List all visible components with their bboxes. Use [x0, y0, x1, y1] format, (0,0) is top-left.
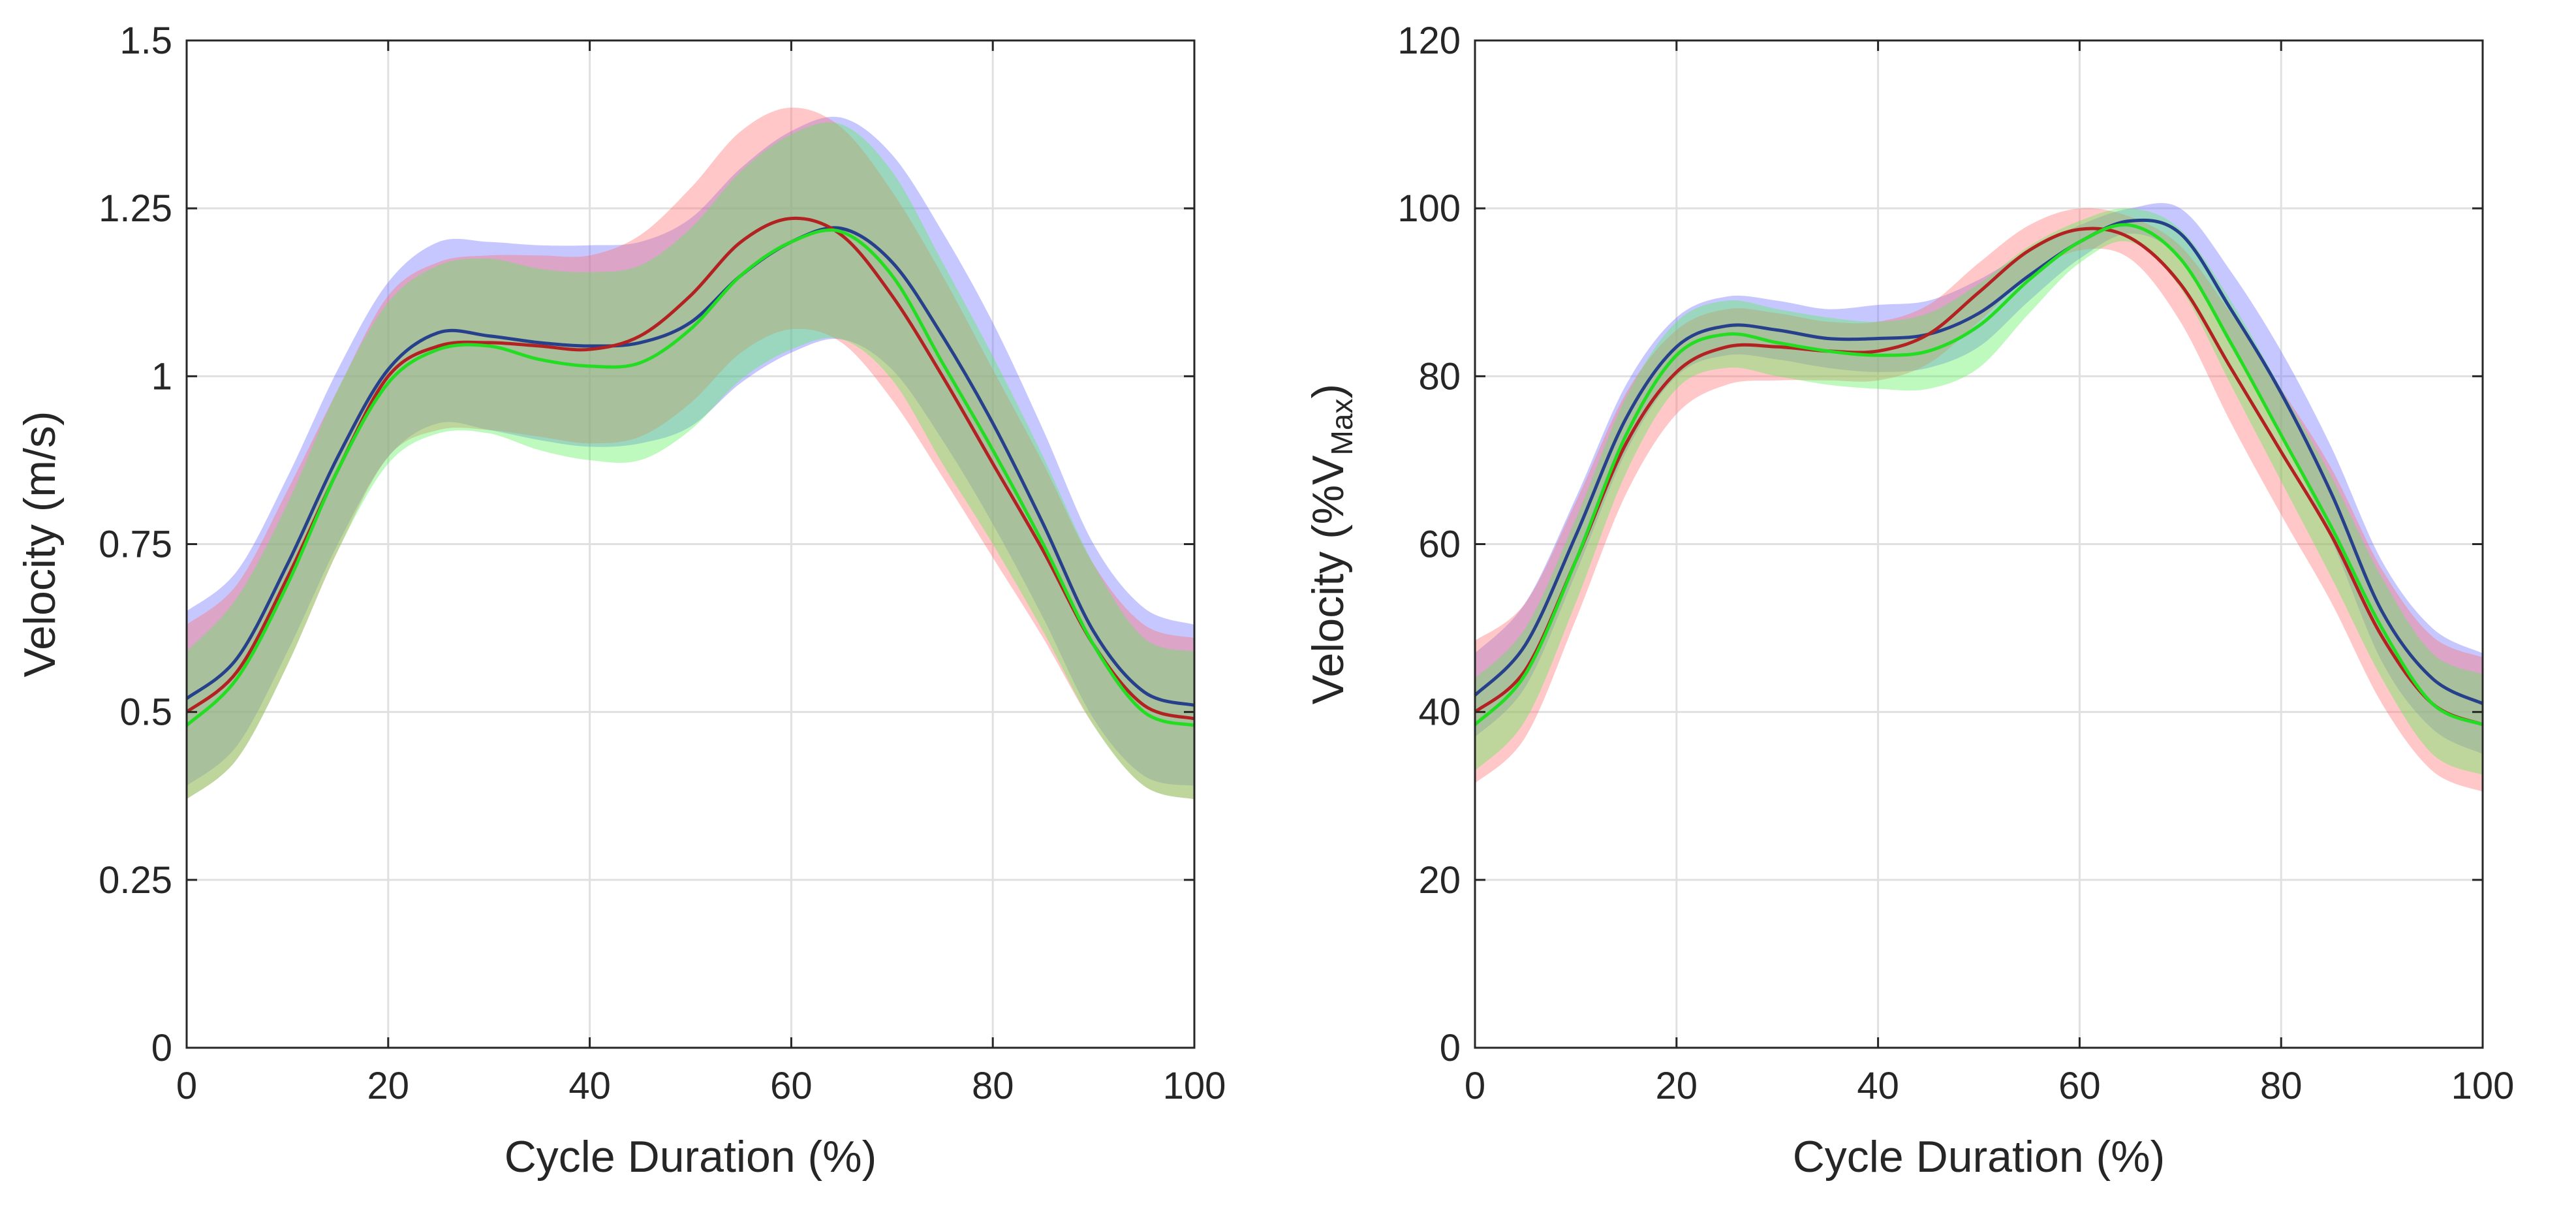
y-tick-label: 80 — [1418, 355, 1461, 398]
line-green — [185, 228, 1195, 727]
band-blue — [187, 116, 1194, 786]
band-green — [187, 122, 1194, 800]
y-axis-label-main: Velocity (%V — [1303, 455, 1353, 704]
x-tick-label: 80 — [972, 1065, 1014, 1107]
x-tick-label: 80 — [2260, 1065, 2303, 1107]
y-tick-label: 0 — [1440, 1027, 1461, 1069]
line-red — [1474, 227, 2483, 727]
line-blue — [185, 226, 1195, 707]
band-red — [1475, 208, 2483, 792]
x-tick-label: 60 — [770, 1065, 813, 1107]
band-green — [1475, 208, 2483, 776]
chart-velocity-pct-vmax: 0 20 40 60 80 100 0 20 40 60 80 100 120 Cycle Durati… — [1303, 20, 2515, 1182]
x-tick-label: 40 — [568, 1065, 611, 1107]
y-axis-label: Velocity (%VMax) — [1303, 384, 1359, 704]
y-tick-label: 0.25 — [99, 859, 172, 902]
x-tick-label: 0 — [176, 1065, 197, 1107]
y-tick-label: 100 — [1397, 187, 1461, 230]
y-tick-label: 0 — [151, 1027, 172, 1069]
line-blue — [1474, 218, 2484, 706]
x-tick-label: 60 — [2058, 1065, 2101, 1107]
x-axis-label: Cycle Duration (%) — [504, 1132, 877, 1182]
y-tick-label: 1 — [151, 355, 172, 398]
band-red — [187, 107, 1194, 800]
y-tick-label: 120 — [1397, 20, 1461, 62]
x-tick-label: 20 — [367, 1065, 410, 1107]
y-tick-label: 60 — [1418, 524, 1461, 566]
y-tick-label: 0.5 — [119, 691, 172, 734]
x-axis-label: Cycle Duration (%) — [1793, 1132, 2165, 1182]
y-axis-label-end: ) — [1303, 384, 1353, 399]
x-tick-label: 0 — [1465, 1065, 1485, 1107]
y-tick-label: 40 — [1418, 691, 1461, 734]
y-tick-label: 20 — [1418, 859, 1461, 902]
x-tick-label: 100 — [1163, 1065, 1226, 1107]
y-tick-label: 1.25 — [99, 187, 172, 230]
y-axis-label-subscript: Max — [1325, 399, 1359, 456]
x-tick-label: 40 — [1857, 1065, 1899, 1107]
y-tick-label: 1.5 — [119, 20, 172, 62]
line-green — [1474, 223, 2483, 727]
y-tick-label: 0.75 — [99, 524, 172, 566]
chart-velocity-ms: 0 20 40 60 80 100 0 0.25 0.5 0.75 1 1.25 1.5 Cycle D… — [15, 20, 1226, 1182]
y-axis-label: Velocity (m/s) — [15, 411, 65, 677]
x-tick-label: 20 — [1656, 1065, 1698, 1107]
x-tick-label: 100 — [2451, 1065, 2515, 1107]
